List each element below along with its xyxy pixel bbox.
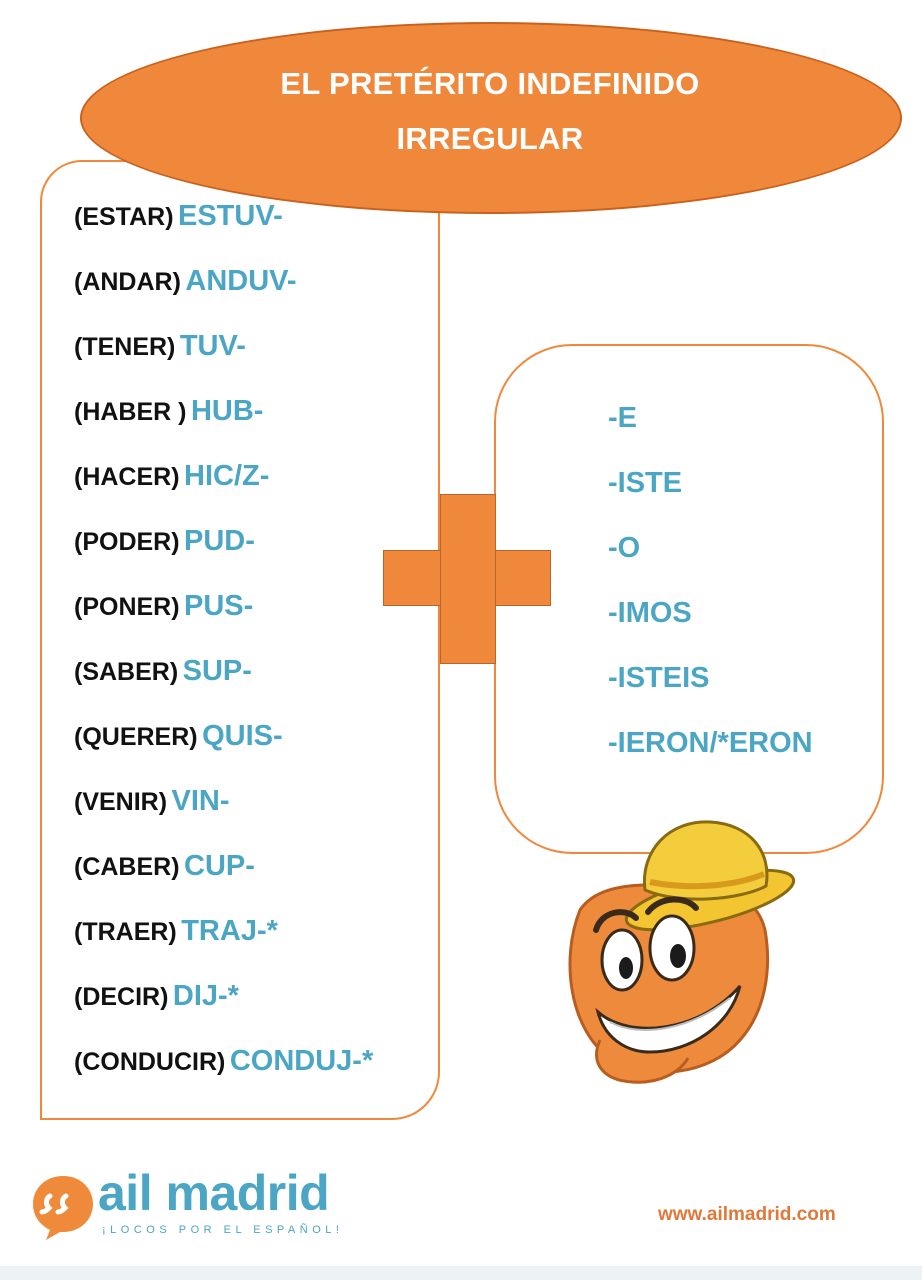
verb-infinitive: (ESTAR) (74, 203, 174, 231)
verb-infinitive: (PONER) (74, 593, 180, 621)
verb-row: (HABER ) HUB- (74, 389, 373, 454)
ending-item: -IERON/*ERON (608, 727, 813, 759)
verb-infinitive: (PODER) (74, 528, 180, 556)
bottom-strip (0, 1266, 922, 1280)
verb-stem: ANDUV- (185, 265, 297, 297)
title-line-1: EL PRETÉRITO INDEFINIDO (280, 66, 700, 101)
verb-row: (VENIR) VIN- (74, 779, 373, 844)
verb-row: (PONER) PUS- (74, 584, 373, 649)
ending-item: -ISTEIS (608, 662, 710, 694)
ending-item: -E (608, 402, 637, 434)
verb-stem: VIN- (171, 785, 230, 817)
mascot-illustration (568, 820, 796, 1084)
verb-stem: ESTUV- (177, 200, 283, 232)
website-link[interactable]: www.ailmadrid.com (658, 1204, 836, 1225)
endings-list: -E -ISTE -O -IMOS -ISTEIS -IERON/*ERON (608, 395, 813, 785)
verb-row: (SABER) SUP- (74, 649, 373, 714)
verb-infinitive: (ANDAR) (74, 268, 181, 296)
verb-stem: TUV- (179, 330, 246, 362)
verb-row: (QUERER) QUIS- (74, 714, 373, 779)
verb-row: (ANDAR) ANDUV- (74, 259, 373, 324)
verb-stem: PUD- (184, 525, 255, 557)
speech-bubble-logo-icon (33, 1176, 93, 1240)
verb-stem: DIJ-* (172, 980, 239, 1012)
verb-infinitive: (TRAER) (74, 918, 177, 946)
verb-stem: SUP- (182, 655, 252, 687)
verb-row: (DECIR) DIJ-* (74, 974, 373, 1039)
verb-stem: CUP- (184, 850, 255, 882)
verb-stem: CONDUJ-* (229, 1045, 374, 1077)
verb-infinitive: (DECIR) (74, 983, 169, 1011)
verb-row: (ESTAR) ESTUV- (74, 194, 373, 259)
verb-infinitive: (CABER) (74, 853, 180, 881)
title-line-2: IRREGULAR (396, 121, 584, 156)
verb-infinitive: (VENIR) (74, 788, 168, 816)
verb-row: (CABER) CUP- (74, 844, 373, 909)
plus-icon-center (441, 551, 495, 605)
verb-row: (TRAER) TRAJ-* (74, 909, 373, 974)
verb-infinitive: (HABER ) (74, 398, 187, 426)
verb-list: (ESTAR) ESTUV- (ANDAR) ANDUV- (TENER) TU… (74, 194, 373, 1104)
verb-stem: HIC/Z- (184, 460, 270, 492)
brand-name: ail madrid (98, 1165, 330, 1221)
title-banner (80, 22, 902, 214)
verb-stem: HUB- (190, 395, 264, 427)
verb-infinitive: (HACER) (74, 463, 180, 491)
verb-row: (TENER) TUV- (74, 324, 373, 389)
verb-stem: QUIS- (202, 720, 283, 752)
verb-row: (CONDUCIR) CONDUJ-* (74, 1039, 373, 1104)
brand-logo: ail madrid ¡LOCOS POR EL ESPAÑOL! (30, 1165, 350, 1244)
verb-infinitive: (CONDUCIR) (74, 1048, 226, 1076)
page-title: EL PRETÉRITO INDEFINIDO IRREGULAR (180, 56, 800, 166)
ending-item: -IMOS (608, 597, 692, 629)
verb-row: (PODER) PUD- (74, 519, 373, 584)
brand-tagline: ¡LOCOS POR EL ESPAÑOL! (102, 1224, 344, 1236)
verb-infinitive: (SABER) (74, 658, 179, 686)
verbs-card (40, 160, 440, 1120)
verb-stem: PUS- (184, 590, 254, 622)
ending-item: -O (608, 532, 641, 564)
verb-row: (HACER) HIC/Z- (74, 454, 373, 519)
verb-infinitive: (TENER) (74, 333, 176, 361)
ending-item: -ISTE (608, 467, 683, 499)
verb-infinitive: (QUERER) (74, 723, 198, 751)
verb-stem: TRAJ-* (181, 915, 278, 947)
